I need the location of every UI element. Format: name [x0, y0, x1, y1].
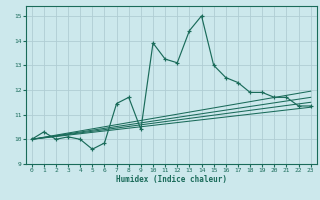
- X-axis label: Humidex (Indice chaleur): Humidex (Indice chaleur): [116, 175, 227, 184]
